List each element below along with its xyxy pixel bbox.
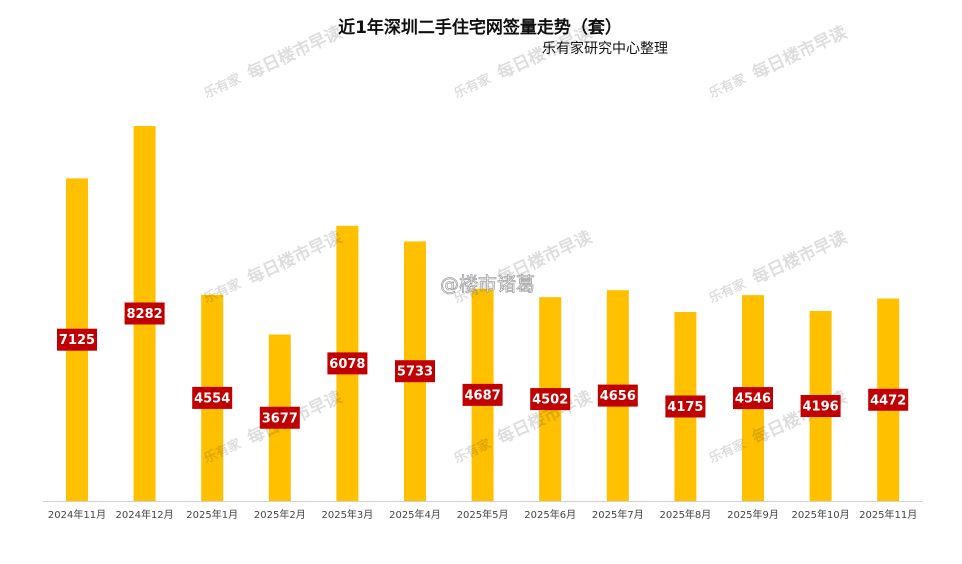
value-label: 4656: [600, 389, 636, 404]
value-label: 4175: [667, 400, 703, 415]
x-tick-label: 2025年7月: [592, 508, 644, 521]
value-label-box: [192, 386, 233, 409]
value-label: 4472: [870, 393, 906, 408]
value-label: 5733: [397, 365, 433, 380]
value-label: 4196: [803, 400, 839, 415]
value-label-box: [665, 395, 706, 418]
watermark-text: 每日楼市早读: [749, 227, 850, 289]
watermark-logo: 乐有家: [451, 70, 494, 101]
value-label: 7125: [59, 333, 95, 348]
x-tick-label: 2025年3月: [321, 508, 373, 521]
value-label: 4502: [532, 393, 568, 408]
x-tick-label: 2025年9月: [727, 508, 779, 521]
value-label-box: [462, 383, 503, 406]
value-label: 3677: [262, 411, 298, 426]
value-label: 4687: [465, 388, 501, 403]
x-tick-label: 2024年12月: [116, 508, 174, 521]
value-label: 8282: [127, 307, 163, 322]
x-tick-label: 2024年11月: [48, 508, 106, 521]
x-tick-label: 2025年11月: [859, 508, 917, 521]
value-label-box: [395, 360, 435, 383]
watermark-text: 每日楼市早读: [244, 22, 345, 84]
value-label-box: [124, 302, 165, 325]
value-label-box: [800, 395, 841, 418]
watermark-logo: 乐有家: [706, 70, 749, 101]
x-tick-label: 2025年10月: [792, 508, 850, 521]
value-label-box: [530, 388, 571, 411]
value-label-box: [868, 388, 909, 411]
x-tick-label: 2025年5月: [457, 508, 509, 521]
value-label: 4554: [194, 391, 230, 406]
watermark-text: 每日楼市早读: [244, 227, 345, 289]
value-label-box: [259, 406, 300, 429]
x-tick-label: 2025年1月: [186, 508, 238, 521]
value-label-box: [327, 352, 368, 375]
value-label: 4546: [735, 392, 771, 407]
x-tick-label: 2025年2月: [254, 508, 306, 521]
watermark-logo: 乐有家: [201, 70, 244, 101]
watermark-text: 每日楼市早读: [749, 22, 850, 84]
x-tick-label: 2025年4月: [389, 508, 441, 521]
x-tick-label: 2025年8月: [659, 508, 711, 521]
value-label-box: [57, 328, 97, 351]
value-label-box: [733, 387, 773, 410]
credit: @楼市诸葛: [440, 274, 535, 296]
value-label-box: [597, 384, 638, 407]
chart-subtitle: 乐有家研究中心整理: [542, 40, 668, 57]
chart-title: 近1年深圳二手住宅网签量走势（套）: [338, 17, 622, 38]
x-tick-label: 2025年6月: [524, 508, 576, 521]
value-label: 6078: [329, 357, 365, 372]
